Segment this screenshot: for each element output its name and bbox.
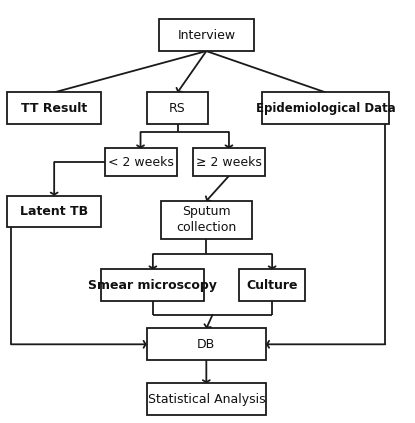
Text: Culture: Culture: [247, 279, 298, 292]
Bar: [193, 148, 265, 176]
Text: < 2 weeks: < 2 weeks: [107, 156, 173, 169]
Bar: [146, 92, 208, 124]
Bar: [159, 19, 254, 51]
Bar: [146, 329, 266, 360]
Bar: [239, 269, 305, 301]
Text: DB: DB: [197, 338, 215, 351]
Text: RS: RS: [169, 102, 186, 115]
Text: Smear microscopy: Smear microscopy: [88, 279, 217, 292]
Bar: [7, 196, 101, 227]
Bar: [262, 92, 389, 124]
Bar: [101, 269, 204, 301]
Bar: [7, 92, 101, 124]
Bar: [146, 383, 266, 415]
Text: Sputum
collection: Sputum collection: [176, 206, 237, 234]
Text: Statistical Analysis: Statistical Analysis: [147, 393, 265, 406]
Text: Latent TB: Latent TB: [20, 205, 88, 218]
Text: ≥ 2 weeks: ≥ 2 weeks: [196, 156, 262, 169]
Text: TT Result: TT Result: [21, 102, 87, 115]
Bar: [105, 148, 176, 176]
Text: Interview: Interview: [177, 29, 235, 42]
Bar: [161, 201, 251, 239]
Text: Epidemiological Data: Epidemiological Data: [256, 102, 395, 115]
